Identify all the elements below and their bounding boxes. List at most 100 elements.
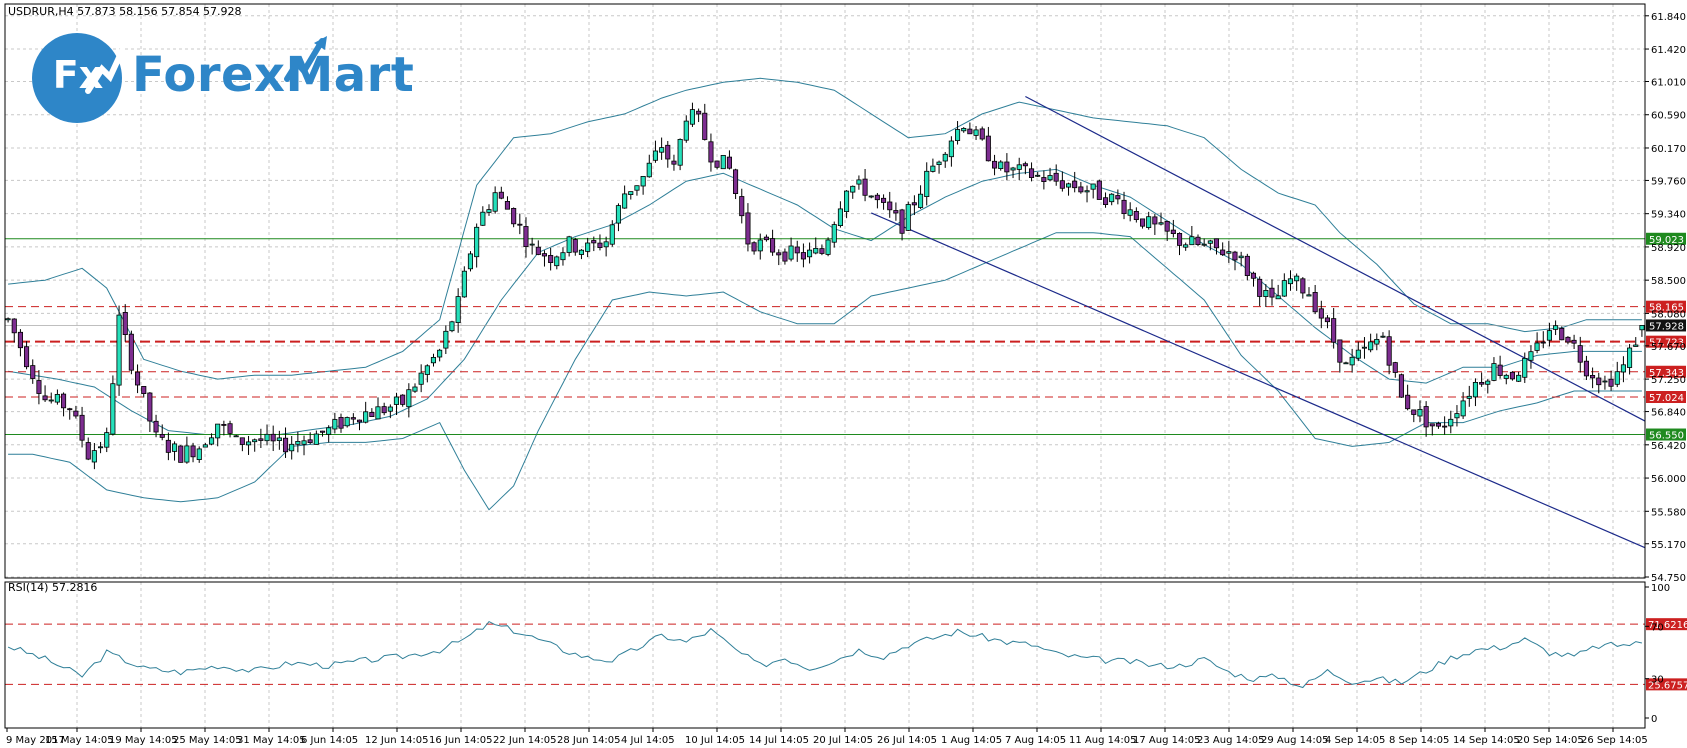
bear-candle: [548, 254, 554, 263]
bear-candle: [1177, 232, 1183, 246]
bull-candle: [622, 193, 628, 209]
bull-candle: [1047, 175, 1053, 181]
bear-candle: [11, 318, 17, 334]
price-level-tag: [1646, 319, 1686, 332]
time-tick-label: 12 Jun 14:05: [365, 735, 429, 746]
bear-candle: [1479, 381, 1485, 385]
bear-candle: [992, 160, 998, 169]
time-tick-label: 9 May 2017: [6, 735, 65, 746]
time-tick-label: 15 May 14:05: [45, 735, 114, 746]
bear-candle: [190, 445, 196, 458]
bear-candle: [745, 212, 751, 245]
time-tick-label: 8 Sep 14:05: [1389, 735, 1449, 746]
bear-candle: [307, 439, 313, 443]
price-level-label: 57.343: [1649, 368, 1684, 379]
bear-candle: [1318, 308, 1324, 319]
time-tick-label: 14 Sep 14:05: [1453, 735, 1520, 746]
bull-candle: [1448, 418, 1454, 427]
time-tick-label: 31 May 14:05: [237, 735, 306, 746]
bear-candle: [153, 420, 159, 433]
bull-candle: [905, 204, 911, 231]
bear-candle: [1559, 327, 1565, 341]
bear-candle: [1411, 409, 1417, 415]
bear-candle: [739, 196, 745, 217]
price-tick-label: 57.670: [1651, 342, 1686, 353]
bull-candle: [683, 120, 689, 141]
bollinger-upper: [8, 77, 1642, 380]
bear-candle: [1115, 195, 1121, 200]
bull-candle: [850, 185, 856, 193]
bollinger-middle: [8, 168, 1642, 435]
bull-candle: [948, 140, 954, 158]
rsi-tick-label: 30: [1651, 675, 1664, 686]
bear-candle: [714, 160, 720, 168]
price-level-label: 57.723: [1649, 338, 1684, 349]
bull-candle: [276, 437, 282, 441]
bear-candle: [30, 365, 36, 379]
bear-candle: [23, 346, 30, 368]
bear-candle: [1442, 425, 1448, 428]
bear-candle: [1096, 180, 1102, 200]
bull-candle: [585, 242, 591, 252]
rsi-pane: 71.6216 25.6757: [5, 618, 1687, 691]
bull-candle: [1294, 275, 1300, 282]
time-tick-label: 14 Jul 14:05: [749, 735, 809, 746]
bear-candle: [369, 411, 375, 417]
bear-candle: [239, 437, 245, 445]
price-level-tag: [1646, 335, 1686, 348]
bear-candle: [985, 135, 991, 162]
bull-candle: [332, 419, 338, 430]
chart-symbol-header: USDRUR,H4 57.873 58.156 57.854 57.928: [8, 5, 242, 18]
bear-candle: [800, 252, 806, 260]
bear-candle: [819, 248, 825, 254]
price-tick-label: 60.590: [1651, 111, 1686, 122]
bull-candle: [1158, 222, 1164, 225]
time-tick-label: 26 Sep 14:05: [1581, 735, 1648, 746]
bear-candle: [763, 236, 769, 241]
bull-candle: [1380, 335, 1386, 338]
bear-candle: [134, 371, 141, 386]
time-tick-label: 7 Aug 14:05: [1005, 735, 1066, 746]
bull-candle: [609, 224, 615, 245]
bull-candle: [677, 138, 683, 166]
price-tick-label: 54.750: [1651, 573, 1686, 584]
bear-candle: [1583, 360, 1590, 377]
bear-candle: [165, 439, 171, 453]
bull-candle: [1491, 363, 1497, 381]
bull-candle: [529, 243, 535, 246]
bear-candle: [671, 160, 677, 165]
bear-candle: [400, 394, 406, 405]
bull-candle: [110, 383, 116, 435]
bull-candle: [1349, 356, 1355, 366]
price-tick-label: 56.000: [1651, 474, 1686, 485]
bull-candle: [955, 129, 961, 142]
candles: [5, 102, 1645, 470]
forexmart-logo: Fx ForexMart: [32, 33, 428, 123]
bear-candle: [899, 209, 905, 234]
bull-candle: [295, 440, 301, 445]
bollinger-lower: [8, 232, 1642, 511]
bear-candle: [1022, 163, 1028, 167]
bear-candle: [702, 112, 708, 140]
channel-line: [1025, 95, 1646, 422]
bear-candle: [1392, 362, 1398, 373]
time-tick-label: 28 Jun 14:05: [557, 735, 621, 746]
bull-candle: [1614, 371, 1620, 385]
bear-candle: [591, 240, 597, 244]
bear-candle: [42, 395, 48, 401]
bull-candle: [171, 443, 178, 452]
bull-candle: [233, 435, 239, 438]
bull-candle: [1460, 400, 1466, 417]
bear-candle: [1072, 180, 1078, 189]
bear-candle: [1257, 278, 1263, 297]
bull-candle: [1633, 344, 1639, 347]
bear-candle: [85, 442, 91, 460]
time-tick-label: 16 Jun 14:05: [429, 735, 493, 746]
time-tick-label: 1 Aug 14:05: [941, 735, 1002, 746]
bull-candle: [184, 445, 190, 463]
bull-candle: [1207, 240, 1213, 244]
bear-candle: [1300, 278, 1306, 294]
price-level-tag: [1646, 300, 1686, 313]
bull-candle: [443, 330, 449, 349]
